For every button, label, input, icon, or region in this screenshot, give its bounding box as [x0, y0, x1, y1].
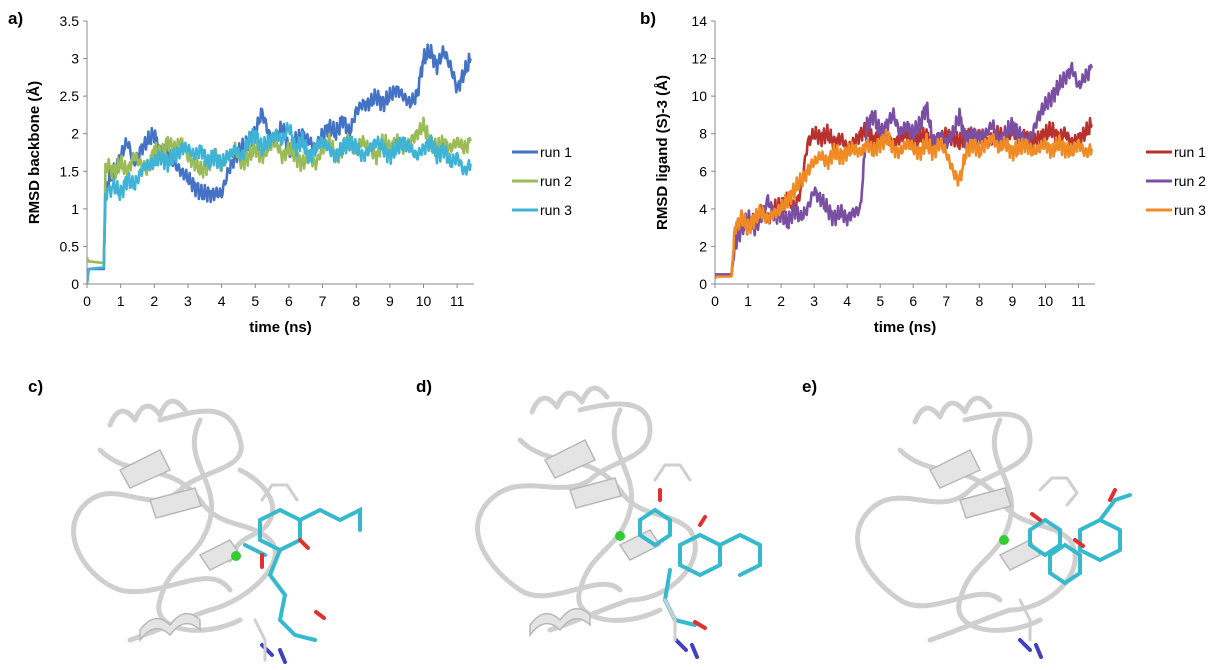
series-line-2 — [715, 61, 1093, 276]
y-tick-label: 6 — [699, 163, 707, 179]
x-tick-label: 8 — [975, 293, 983, 309]
legend-label-1: run 1 — [540, 144, 572, 160]
x-tick-label: 10 — [416, 293, 432, 309]
legend-label-2: run 2 — [540, 173, 572, 189]
x-tick-label: 11 — [450, 293, 465, 309]
x-tick-label: 10 — [1038, 293, 1054, 309]
y-tick-label: 8 — [699, 126, 707, 142]
protein-structure-image-d — [475, 385, 762, 659]
panel-label-a: a) — [8, 9, 23, 28]
y-tick-label: 1 — [71, 201, 79, 217]
x-tick-label: 6 — [909, 293, 917, 309]
x-tick-label: 9 — [1008, 293, 1016, 309]
x-tick-label: 3 — [184, 293, 192, 309]
y-axis-title: RMSD backbone (Å) — [26, 81, 43, 224]
panel-label-b: b) — [640, 9, 656, 28]
x-tick-label: 5 — [876, 293, 884, 309]
legend-label-2: run 2 — [1174, 173, 1206, 189]
x-tick-label: 7 — [319, 293, 327, 309]
y-tick-label: 0 — [699, 276, 707, 292]
legend-label-3: run 3 — [1174, 202, 1206, 218]
y-tick-label: 0 — [71, 276, 79, 292]
y-tick-label: 14 — [691, 13, 707, 29]
y-axis-title: RMSD ligand (S)-3 (Å) — [654, 75, 671, 230]
x-tick-label: 9 — [386, 293, 394, 309]
panel-label-c: c) — [28, 377, 43, 396]
legend-label-3: run 3 — [540, 202, 572, 218]
y-tick-label: 2 — [699, 238, 707, 254]
x-axis-title: time (ns) — [874, 319, 937, 336]
y-tick-label: 3 — [71, 51, 79, 67]
y-tick-label: 10 — [691, 88, 707, 104]
y-tick-label: 2.5 — [60, 88, 80, 104]
series-line-3 — [87, 122, 472, 284]
x-tick-label: 6 — [285, 293, 293, 309]
panel-label-d: d) — [416, 377, 432, 396]
x-tick-label: 1 — [117, 293, 125, 309]
x-tick-label: 0 — [711, 293, 719, 309]
panel-label-e: e) — [802, 377, 817, 396]
legend-label-1: run 1 — [1174, 144, 1206, 160]
x-tick-label: 1 — [744, 293, 752, 309]
chart-a-rmsd-backbone: 0 0.5 1 1.5 2 2.5 3 3.5 0 1 2 3 4 5 6 7 8 9 10 11 time (ns) R… — [26, 13, 572, 336]
protein-structure-image-c — [71, 398, 362, 664]
y-tick-label: 12 — [691, 51, 707, 67]
x-tick-label: 0 — [83, 293, 91, 309]
y-tick-label: 3.5 — [60, 13, 80, 29]
x-tick-label: 4 — [843, 293, 851, 309]
series-line-3 — [715, 128, 1093, 280]
y-tick-label: 4 — [699, 201, 707, 217]
x-tick-label: 2 — [150, 293, 158, 309]
x-tick-label: 8 — [352, 293, 360, 309]
x-tick-label: 5 — [251, 293, 259, 309]
x-tick-label: 2 — [777, 293, 785, 309]
x-tick-label: 4 — [218, 293, 226, 309]
x-tick-label: 7 — [942, 293, 950, 309]
x-axis-title: time (ns) — [249, 319, 312, 336]
protein-structure-image-e — [855, 395, 1132, 659]
x-tick-label: 11 — [1071, 293, 1086, 309]
x-tick-label: 3 — [810, 293, 818, 309]
y-tick-label: 0.5 — [60, 238, 80, 254]
y-tick-label: 1.5 — [60, 163, 80, 179]
y-tick-label: 2 — [71, 126, 79, 142]
